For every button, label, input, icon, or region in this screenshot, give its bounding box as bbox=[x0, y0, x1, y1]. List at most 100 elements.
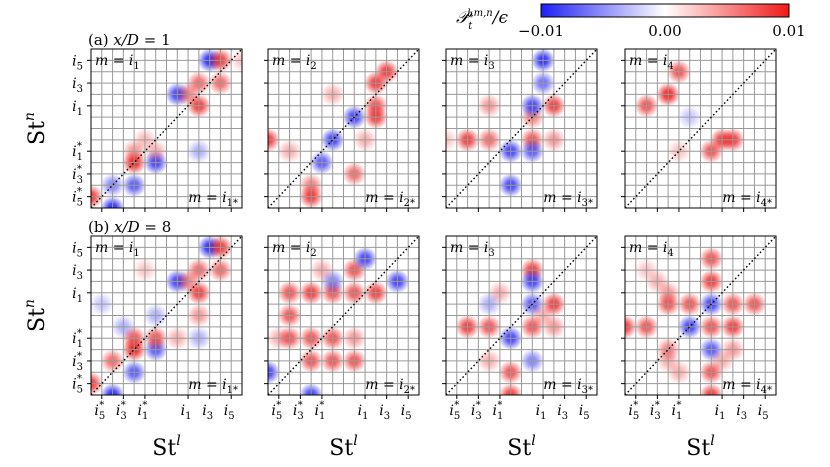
x-tick-label: i3* bbox=[650, 400, 661, 422]
panel-frame bbox=[267, 48, 420, 209]
colorbar-tick-min: −0.01 bbox=[518, 22, 564, 40]
x-tick-label: i1* bbox=[314, 400, 325, 422]
panel-bottom-label: m = i1* bbox=[188, 377, 238, 396]
colorbar-gradient bbox=[540, 3, 790, 18]
panel-b-2: m = i2 m = i2* i5* i3* i1* i1 i3 i5 bbox=[264, 235, 420, 422]
y-axis-label: Stn bbox=[22, 299, 50, 332]
row-b-label: (b) x/D = 8 bbox=[88, 218, 171, 236]
y-tick-label: i1* bbox=[72, 328, 83, 350]
diagonal-line bbox=[625, 49, 776, 208]
diagonal-line bbox=[446, 236, 597, 395]
panel-bottom-label: m = i1* bbox=[188, 190, 238, 209]
panel-b-4: m = i4 m = i4* i5* i3* i1* i1 i3 i5 bbox=[621, 235, 777, 422]
axis-labels: Stn Stl Stl Stl Stl Stn bbox=[22, 112, 715, 461]
y-tick-label: i3* bbox=[72, 351, 83, 373]
panel-frame bbox=[445, 235, 598, 396]
panel-frame bbox=[624, 235, 777, 396]
y-tick-label: i5 bbox=[72, 240, 83, 259]
x-tick-label: i5* bbox=[271, 400, 282, 422]
panel-top-label: m = i2 bbox=[272, 240, 317, 259]
panel-plot-area bbox=[268, 236, 419, 395]
y-tick-label: i5* bbox=[72, 374, 83, 396]
panel-plot-area bbox=[446, 49, 597, 208]
panel-a-1: m = i1 m = i1* i5 i3 i1 i1*i3*i5* bbox=[72, 48, 243, 212]
y-tick-label: i3 bbox=[72, 263, 83, 282]
x-tick-label: i5 bbox=[401, 403, 412, 422]
panel-a-4: m = i4 m = i4* bbox=[621, 48, 777, 212]
x-tick-label: i5* bbox=[94, 400, 105, 422]
y-tick-label: i3 bbox=[72, 76, 83, 95]
x-axis-label: Stl bbox=[686, 433, 714, 461]
panel-plot-area bbox=[91, 49, 242, 208]
row-a-label: (a) x/D = 1 bbox=[88, 31, 171, 49]
panel-frame bbox=[624, 48, 777, 209]
panel-top-label: m = i2 bbox=[272, 53, 317, 72]
panel-top-label: m = i1 bbox=[95, 240, 140, 259]
panel-bottom-label: m = i3* bbox=[543, 190, 593, 209]
colorbar-label-sub: t bbox=[468, 21, 473, 32]
x-tick-label: i5* bbox=[628, 400, 639, 422]
panel-frame bbox=[90, 48, 243, 209]
y-tick-label: i5 bbox=[72, 53, 83, 72]
colorbar-label-sup: l,m,n bbox=[467, 8, 492, 19]
diagonal-line bbox=[446, 49, 597, 208]
colorbar-tick-max: 0.01 bbox=[772, 22, 805, 40]
x-tick-label: i5 bbox=[579, 403, 590, 422]
panel-top-label: m = i3 bbox=[450, 53, 495, 72]
panel-plot-area bbox=[625, 236, 776, 395]
y-axis-label: Stn bbox=[22, 112, 50, 145]
diagonal-line bbox=[268, 49, 419, 208]
x-tick-label: i3 bbox=[202, 403, 213, 422]
x-tick-label: i3 bbox=[736, 403, 747, 422]
panel-bottom-label: m = i4* bbox=[722, 190, 772, 209]
panel-top-label: m = i4 bbox=[629, 240, 674, 259]
panel-bottom-label: m = i2* bbox=[365, 377, 415, 396]
x-tick-label: i1* bbox=[671, 400, 682, 422]
panel-plot-area bbox=[446, 236, 597, 395]
panel-a-2: m = i2 m = i2* bbox=[264, 48, 420, 212]
x-tick-label: i1 bbox=[536, 403, 547, 422]
y-tick-label: i3* bbox=[72, 164, 83, 186]
x-tick-label: i1* bbox=[137, 400, 148, 422]
panel-a-3: m = i3 m = i3* bbox=[442, 48, 598, 212]
colorbar-label: 𝒫tl,m,n/ϵ bbox=[456, 8, 509, 32]
x-axis-label: Stl bbox=[329, 433, 357, 461]
panel-b-3: m = i3 m = i3* i5* i3* i1* i1 i3 i5 bbox=[442, 235, 598, 422]
x-axis-label: Stl bbox=[152, 433, 180, 461]
panel-plot-area bbox=[625, 49, 776, 208]
x-tick-label: i3* bbox=[293, 400, 304, 422]
x-tick-label: i5 bbox=[758, 403, 769, 422]
colorbar: 𝒫tl,m,n/ϵ −0.01 0.00 0.01 bbox=[456, 3, 806, 40]
x-tick-label: i3* bbox=[116, 400, 127, 422]
colorbar-label-suffix: /ϵ bbox=[491, 8, 509, 28]
x-tick-label: i1 bbox=[715, 403, 726, 422]
panel-plot-area bbox=[268, 49, 419, 208]
x-tick-label: i1 bbox=[358, 403, 369, 422]
colorbar-tick-zero: 0.00 bbox=[648, 22, 681, 40]
panel-bottom-label: m = i4* bbox=[722, 377, 772, 396]
x-tick-label: i5 bbox=[224, 403, 235, 422]
diagonal-line bbox=[91, 236, 242, 395]
diagonal-line bbox=[268, 236, 419, 395]
y-tick-label: i1* bbox=[72, 141, 83, 163]
x-tick-label: i5* bbox=[449, 400, 460, 422]
panel-frame bbox=[445, 48, 598, 209]
x-tick-label: i3* bbox=[471, 400, 482, 422]
x-tick-label: i3 bbox=[379, 403, 390, 422]
y-tick-label: i1 bbox=[72, 286, 83, 305]
panel-frame bbox=[267, 235, 420, 396]
x-axis-label: Stl bbox=[507, 433, 535, 461]
panel-top-label: m = i4 bbox=[629, 53, 674, 72]
panel-bottom-label: m = i2* bbox=[365, 190, 415, 209]
panel-plot-area bbox=[91, 236, 242, 395]
panel-top-label: m = i1 bbox=[95, 53, 140, 72]
y-tick-label: i1 bbox=[72, 99, 83, 118]
diagonal-line bbox=[91, 49, 242, 208]
panel-top-label: m = i3 bbox=[450, 240, 495, 259]
panel-frame bbox=[90, 235, 243, 396]
panel-bottom-label: m = i3* bbox=[543, 377, 593, 396]
x-tick-label: i3 bbox=[557, 403, 568, 422]
